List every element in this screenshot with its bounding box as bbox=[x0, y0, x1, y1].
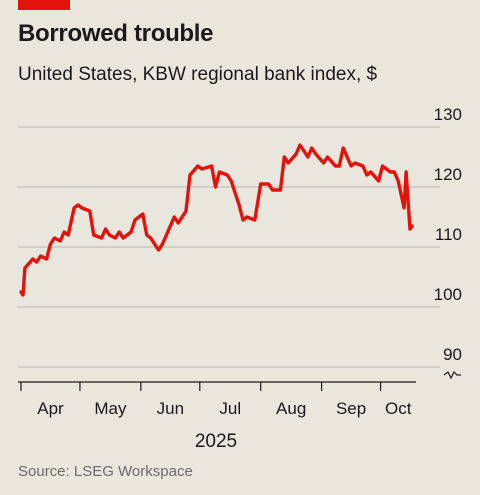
chart-title: Borrowed trouble bbox=[18, 20, 214, 47]
y-tick-label-110: 110 bbox=[435, 225, 462, 244]
x-tick-label-may: May bbox=[94, 399, 127, 418]
x-tick-label-jul: Jul bbox=[219, 399, 241, 418]
source-note: Source: LSEG Workspace bbox=[18, 463, 193, 480]
brand-accent-bar bbox=[18, 0, 70, 10]
y-tick-label-130: 130 bbox=[434, 105, 462, 124]
x-axis-year-label: 2025 bbox=[195, 431, 237, 452]
y-tick-label-120: 120 bbox=[434, 165, 462, 184]
x-axis: Apr May Jun Jul Aug Sep Oct bbox=[18, 381, 416, 418]
gridlines bbox=[18, 126, 440, 368]
x-tick-label-aug: Aug bbox=[276, 399, 306, 418]
x-tick-label-oct: Oct bbox=[385, 399, 412, 418]
y-tick-label-100: 100 bbox=[434, 285, 462, 304]
x-tick-label-sep: Sep bbox=[336, 399, 366, 418]
y-tick-label-90: 90 bbox=[443, 345, 462, 364]
series-layer bbox=[19, 143, 414, 297]
x-tick-label-jun: Jun bbox=[157, 399, 184, 418]
x-tick-label-apr: Apr bbox=[37, 399, 64, 418]
y-axis: 90 100 110 120 130 bbox=[434, 105, 462, 380]
chart-subtitle: United States, KBW regional bank index, … bbox=[18, 64, 378, 85]
axis-break-icon bbox=[443, 370, 461, 380]
series-line-0 bbox=[19, 143, 414, 297]
